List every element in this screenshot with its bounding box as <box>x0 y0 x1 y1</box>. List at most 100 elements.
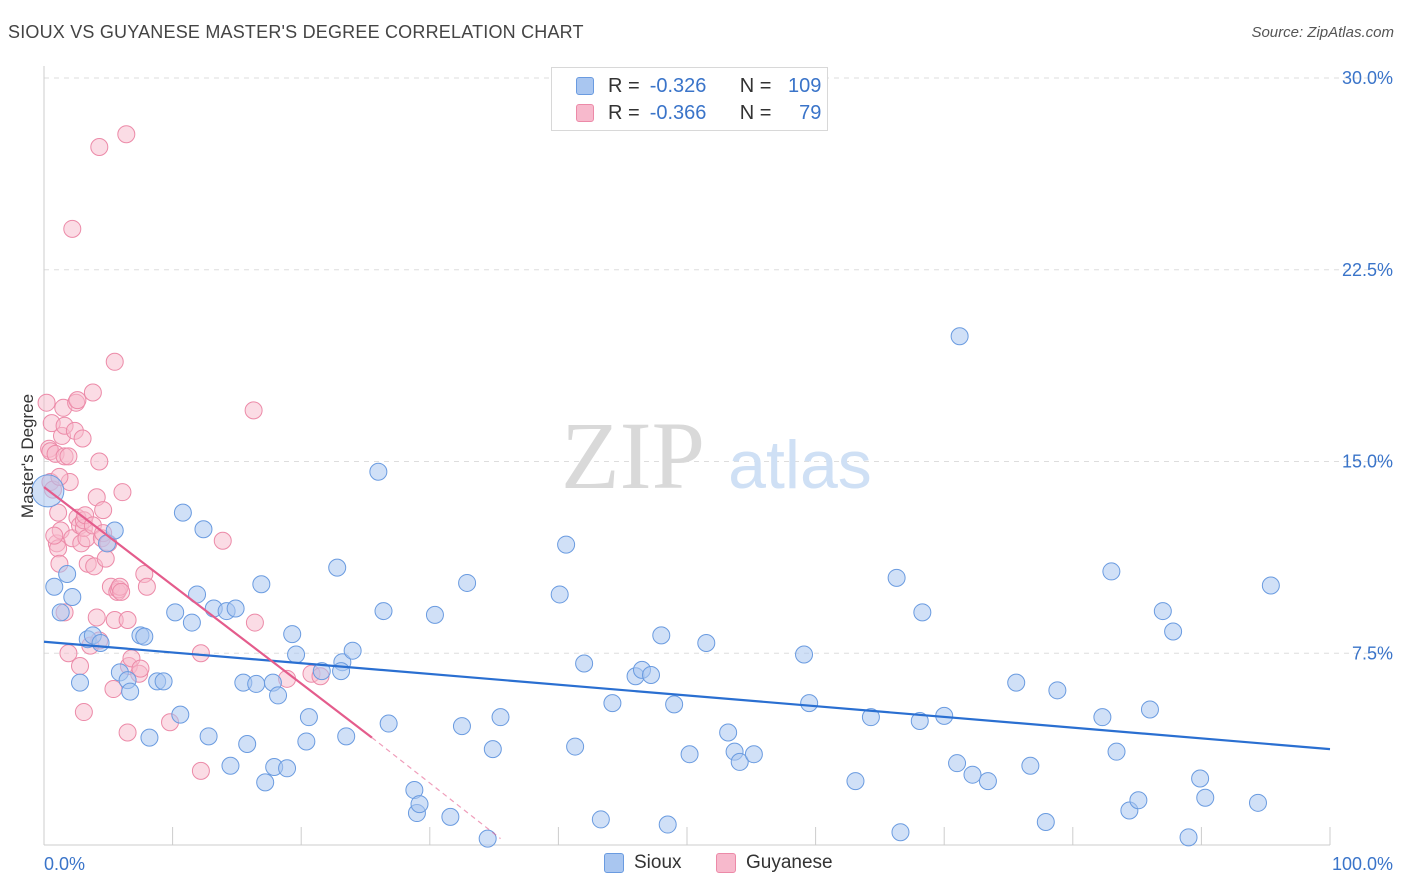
sioux-point <box>913 603 932 622</box>
sioux-point <box>194 520 213 539</box>
sioux-point <box>1036 812 1055 831</box>
sioux-point <box>247 674 266 693</box>
guyanese-point <box>73 429 92 448</box>
guyanese-point <box>83 383 102 402</box>
sioux-point <box>374 602 393 621</box>
watermark: ZIP atlas <box>561 402 872 509</box>
x-tick-label: 0.0% <box>44 854 85 874</box>
stats-legend: R = -0.326 N = 109 R = -0.366 N = 79 <box>551 67 828 131</box>
guyanese-point <box>71 657 90 676</box>
sioux-point <box>652 626 671 645</box>
watermark-atlas: atlas <box>728 427 872 503</box>
sioux-point <box>846 772 865 791</box>
guyanese-point <box>113 483 132 502</box>
grid-layer <box>44 77 1392 654</box>
guyanese-point <box>131 659 150 678</box>
sioux-point <box>299 708 318 727</box>
r-value: -0.366 <box>649 101 707 124</box>
sioux-point <box>1021 756 1040 775</box>
sioux-point <box>441 807 460 826</box>
legend-label-sioux: Sioux <box>634 852 682 873</box>
guyanese-point <box>68 391 87 410</box>
sioux-point <box>658 815 677 834</box>
sioux-point <box>1196 788 1215 807</box>
y-axis-label: Master's Degree <box>18 394 37 518</box>
sioux-point <box>63 588 82 607</box>
guyanese-point <box>59 447 78 466</box>
sioux-point <box>121 682 140 701</box>
sioux-point <box>950 327 969 346</box>
sioux-point <box>1261 576 1280 595</box>
sioux-points <box>31 327 1280 848</box>
sioux-point <box>425 605 444 624</box>
sioux-point <box>452 717 471 736</box>
sioux-point <box>478 829 497 848</box>
sioux-point <box>719 723 738 742</box>
x-tick-label: 100.0% <box>1332 854 1393 874</box>
sioux-point <box>182 613 201 632</box>
sioux-point <box>140 728 159 747</box>
guyanese-point <box>105 352 124 371</box>
sioux-point <box>1179 828 1198 847</box>
sioux-point <box>978 772 997 791</box>
sioux-point <box>1093 708 1112 727</box>
sioux-point <box>337 727 356 746</box>
sioux-point <box>105 521 124 540</box>
sioux-point <box>550 585 569 604</box>
guyanese-point <box>90 452 109 471</box>
guyanese-point <box>112 582 131 601</box>
chart-title: SIOUX VS GUYANESE MASTER'S DEGREE CORREL… <box>8 22 584 42</box>
sioux-point <box>226 599 245 618</box>
guyanese-point <box>118 611 137 630</box>
sioux-point <box>963 765 982 784</box>
sioux-point <box>1107 742 1126 761</box>
guyanese-point <box>37 393 56 412</box>
legend-item-sioux: Sioux <box>604 852 682 874</box>
sioux-point <box>173 503 192 522</box>
sioux-point <box>252 575 271 594</box>
sioux-point <box>297 732 316 751</box>
sioux-point <box>171 705 190 724</box>
guyanese-trend-extension <box>371 737 501 840</box>
series-legend: Sioux Guyanese <box>0 852 1406 878</box>
sioux-point <box>730 752 749 771</box>
guyanese-point <box>49 503 68 522</box>
sioux-trend-line <box>43 640 1331 751</box>
guyanese-point <box>118 723 137 742</box>
axis-labels: 7.5% 15.0% 22.5% 30.0% 0.0% 100.0% Master's De… <box>18 68 1393 874</box>
sioux-point <box>665 695 684 714</box>
sioux-point <box>795 645 814 664</box>
sioux-point <box>641 665 660 684</box>
sioux-point <box>1140 700 1159 719</box>
sioux-point <box>891 823 910 842</box>
sioux-point <box>1129 791 1148 810</box>
sioux-swatch <box>604 853 624 873</box>
y-tick-label: 30.0% <box>1342 68 1393 88</box>
watermark-zip: ZIP <box>561 402 705 509</box>
r-label: R = <box>608 74 640 97</box>
sioux-point <box>283 625 302 644</box>
sioux-swatch <box>576 77 594 95</box>
sioux-point <box>575 654 594 673</box>
guyanese-point <box>117 125 136 144</box>
sioux-point <box>948 754 967 773</box>
sioux-point <box>278 759 297 778</box>
sioux-point <box>58 564 77 583</box>
sioux-point <box>91 634 110 653</box>
sioux-point <box>154 672 173 691</box>
sioux-point <box>238 735 257 754</box>
y-tick-label: 22.5% <box>1342 260 1393 280</box>
sioux-point <box>603 694 622 713</box>
sioux-point <box>557 535 576 554</box>
legend-label-guyanese: Guyanese <box>746 852 833 873</box>
source-note: Source: ZipAtlas.com <box>1251 24 1394 41</box>
guyanese-point <box>191 761 210 780</box>
sioux-point <box>1164 622 1183 641</box>
sioux-point <box>1007 673 1026 692</box>
y-tick-label: 15.0% <box>1342 452 1393 472</box>
n-label: N = <box>739 101 772 124</box>
sioux-point <box>343 641 362 660</box>
legend-item-guyanese: Guyanese <box>716 852 833 874</box>
guyanese-point <box>245 613 264 632</box>
